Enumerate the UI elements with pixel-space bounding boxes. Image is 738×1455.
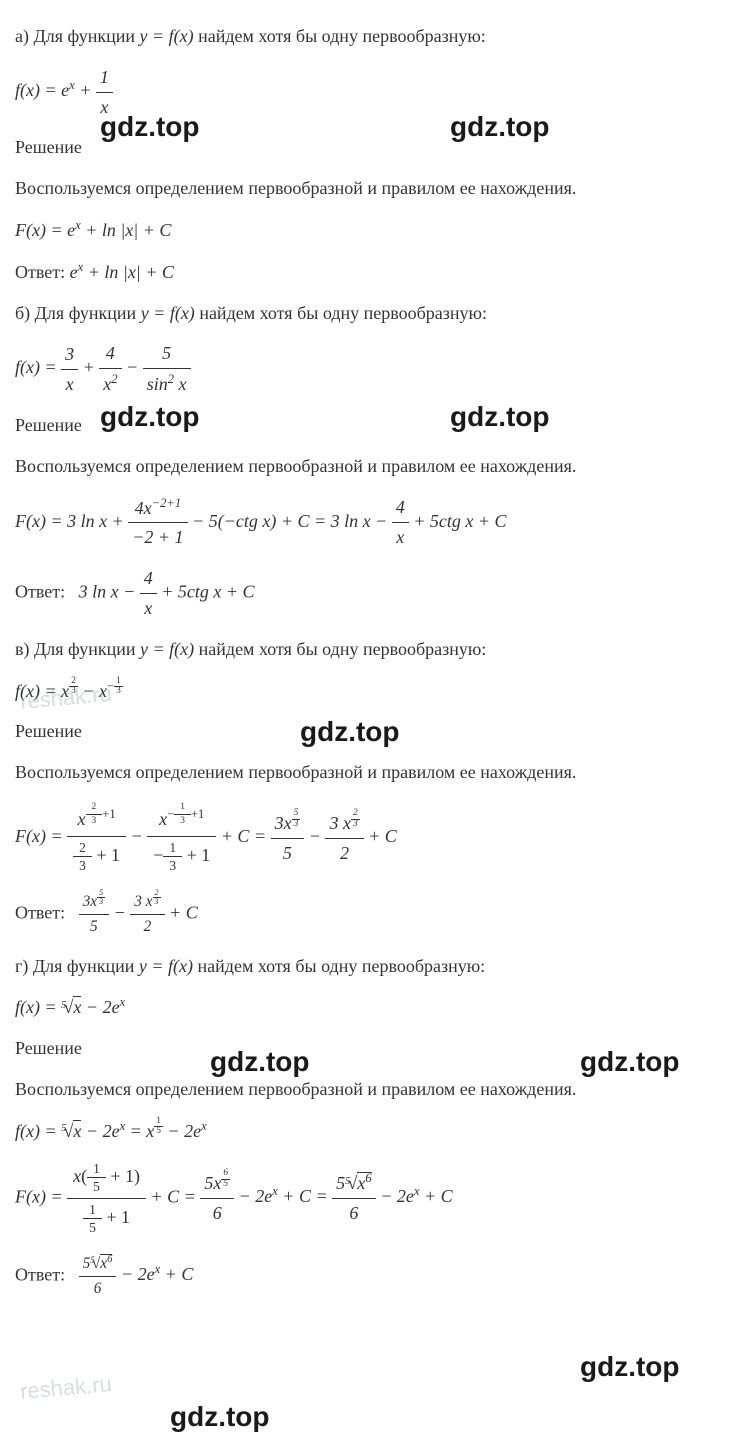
- section-b-method: Воспользуемся определением первообразной…: [15, 452, 723, 481]
- solution-label: Решение: [15, 1034, 723, 1063]
- solution-label: Решение: [15, 717, 723, 746]
- watermark-faint: reshak.ru: [19, 1366, 113, 1409]
- solution-label: Решение: [15, 411, 723, 440]
- solution-label: Решение: [15, 133, 723, 162]
- section-c-result: F(x) = x23+1 23 + 1 − x−13+1 −13 + 1 + C…: [15, 799, 723, 877]
- section-d-intro: г) Для функции y = f(x) найдем хотя бы о…: [15, 952, 723, 981]
- section-b-intro: б) Для функции y = f(x) найдем хотя бы о…: [15, 299, 723, 328]
- answer-label: Ответ:: [15, 902, 65, 922]
- section-a-method: Воспользуемся определением первообразной…: [15, 174, 723, 203]
- section-d-result: F(x) = x(15 + 1) 15 + 1 + C = 5x656 − 2e…: [15, 1158, 723, 1239]
- section-a-function: f(x) = ex + 1x: [15, 63, 723, 122]
- section-b-function: f(x) = 3x + 4x2 − 5sin2 x: [15, 339, 723, 399]
- watermark: gdz.top: [580, 1345, 680, 1390]
- answer-label: Ответ:: [15, 582, 65, 602]
- section-a-answer: Ответ: ex + ln |x| + C: [15, 257, 723, 287]
- answer-label: Ответ:: [15, 1264, 65, 1284]
- section-c-function: f(x) = x23 − x−13: [15, 676, 723, 706]
- section-d-rewrite: f(x) = 5√x − 2ex = x15 − 2ex: [15, 1116, 723, 1146]
- section-b-answer: Ответ: 3 ln x − 4x + 5ctg x + C: [15, 564, 723, 623]
- section-a-intro: а) Для функции y = f(x) найдем хотя бы о…: [15, 22, 723, 51]
- section-d-method: Воспользуемся определением первообразной…: [15, 1075, 723, 1104]
- section-c-intro: в) Для функции y = f(x) найдем хотя бы о…: [15, 635, 723, 664]
- section-d-function: f(x) = 5√x − 2ex: [15, 992, 723, 1022]
- section-c-method: Воспользуемся определением первообразной…: [15, 758, 723, 787]
- section-c-answer: Ответ: 3x535 − 3 x232 + C: [15, 889, 723, 940]
- section-d-answer: Ответ: 55√x66 − 2ex + C: [15, 1251, 723, 1302]
- watermark: gdz.top: [170, 1395, 270, 1440]
- answer-label: Ответ:: [15, 262, 65, 282]
- section-a-result: F(x) = ex + ln |x| + C: [15, 215, 723, 245]
- section-b-result: F(x) = 3 ln x + 4x−2+1−2 + 1 − 5(−ctg x)…: [15, 493, 723, 553]
